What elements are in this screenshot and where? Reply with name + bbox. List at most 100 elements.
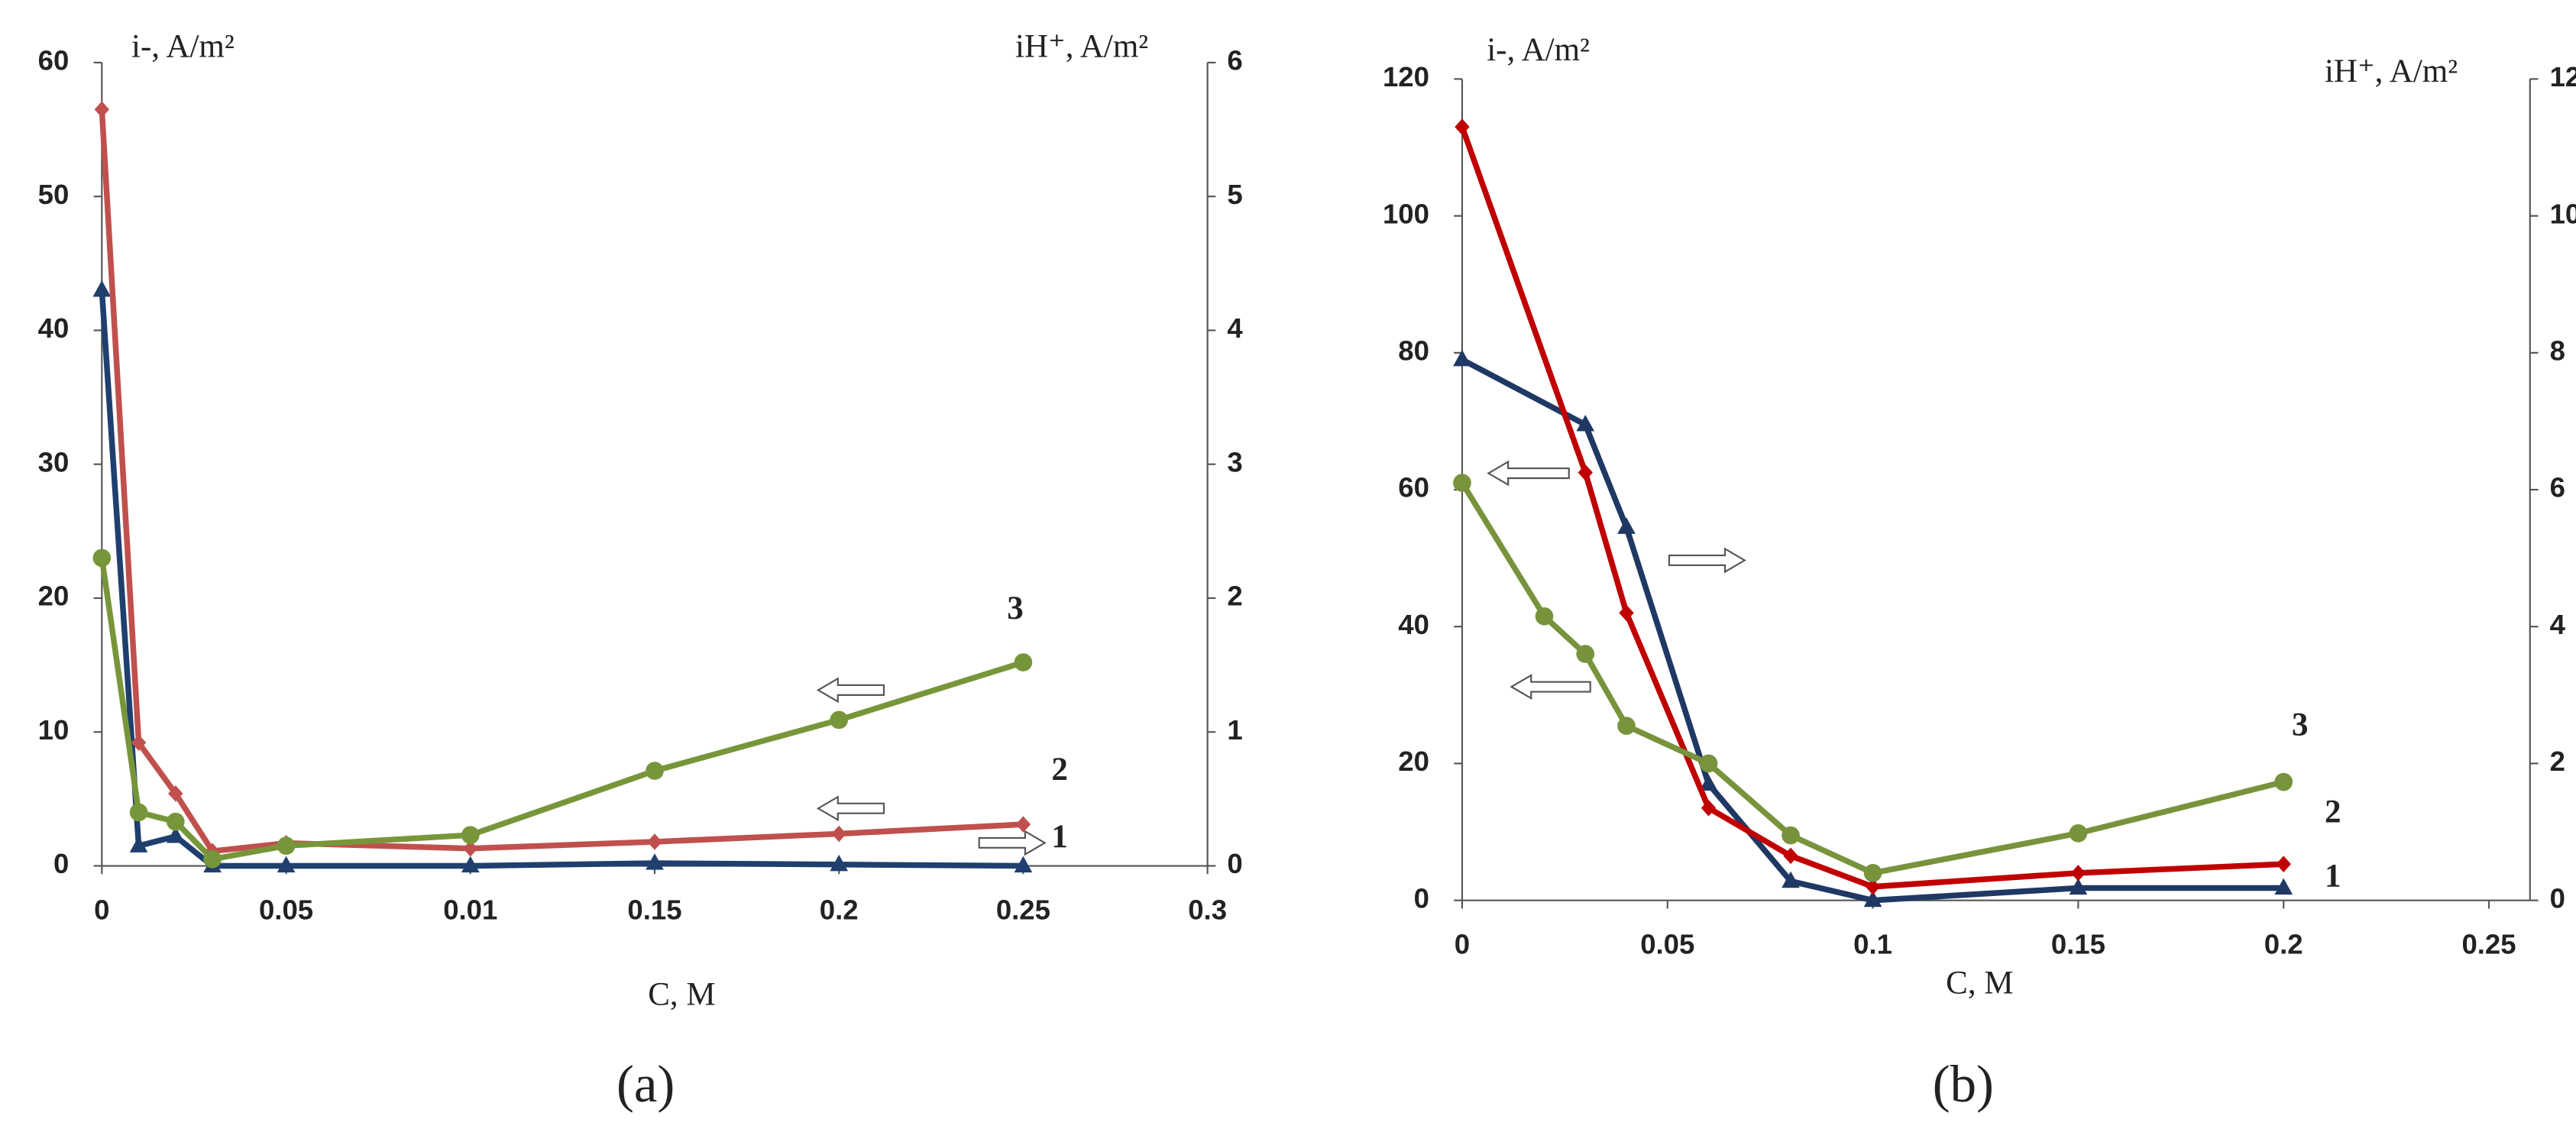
y-tick-label: 20	[38, 581, 70, 612]
point	[2274, 772, 2293, 791]
series-label: 1	[2325, 859, 2341, 895]
panel-label: (a)	[616, 1055, 675, 1113]
point	[1014, 653, 1033, 671]
x-tick-label: 0.15	[627, 894, 681, 925]
point	[1617, 517, 1636, 534]
y-tick-label: 60	[1398, 472, 1429, 503]
y2-tick-label: 3	[1227, 446, 1242, 477]
x-axis-title: C, M	[1946, 965, 2013, 1001]
point	[1455, 118, 1470, 135]
point	[2069, 878, 2088, 895]
series-line	[99, 290, 1024, 869]
y-tick-label: 10	[38, 714, 70, 746]
x-tick-label: 0.05	[1640, 929, 1694, 960]
arrow-right	[1668, 547, 1746, 574]
y2-tick-label: 8	[2550, 335, 2565, 366]
point	[830, 710, 849, 730]
point	[463, 840, 478, 857]
y2-tick-label: 4	[1227, 312, 1243, 344]
y-tick-label: 120	[1383, 61, 1429, 92]
arrow-right	[978, 830, 1047, 856]
y-tick-label: 40	[1398, 609, 1429, 640]
y-tick-label: 20	[1398, 746, 1429, 777]
series-line	[1459, 125, 2284, 890]
y-tick-label: 100	[1383, 198, 1429, 229]
point	[1014, 856, 1033, 873]
point	[1453, 349, 1471, 367]
series-line	[99, 557, 1024, 862]
x-tick-label: 0	[1455, 929, 1470, 960]
y-tick-label: 0	[53, 848, 69, 879]
point	[1863, 864, 1882, 882]
arrow-left	[816, 795, 885, 822]
point	[2276, 856, 2291, 872]
x-tick-label: 0.2	[820, 894, 859, 925]
arrow-left	[1510, 674, 1591, 700]
point	[166, 827, 185, 843]
series-line	[1459, 481, 2285, 876]
y2-tick-label: 6	[1227, 45, 1242, 76]
y-tick-label: 50	[38, 179, 70, 210]
arrow-left	[816, 677, 885, 704]
x-tick-label: 0.1	[1853, 929, 1892, 960]
point	[129, 836, 148, 852]
point	[1578, 464, 1593, 481]
chart: 0 0.05 0.1 0.15 0.2 0.25 0 20 40 60 80 100 120 0 2 4 6 8 1…	[1383, 32, 2576, 1113]
y2-axis-title: iH⁺, A/m²	[1015, 29, 1148, 65]
point	[1699, 774, 1718, 791]
x-tick-label: 0.15	[2051, 929, 2105, 960]
point	[92, 548, 112, 568]
series-label: 2	[2325, 794, 2341, 830]
point	[831, 825, 846, 843]
point	[2069, 824, 2088, 843]
point	[92, 280, 112, 297]
y-tick-label: 0	[1414, 882, 1429, 914]
point	[277, 856, 296, 873]
point	[1576, 415, 1595, 432]
point	[1576, 645, 1595, 663]
y2-tick-label: 0	[2550, 882, 2565, 914]
x-tick-label: 0.25	[996, 894, 1050, 925]
arrows	[816, 460, 1746, 856]
y2-tick-label: 0	[1227, 848, 1242, 879]
point	[1617, 717, 1636, 736]
point	[166, 812, 185, 831]
point	[461, 826, 480, 845]
y-tick-label: 40	[38, 312, 70, 344]
y2-tick-label: 10	[2550, 198, 2576, 229]
x-tick-label: 0.05	[259, 894, 313, 925]
y2-tick-label: 5	[1227, 179, 1242, 210]
series-label: 1	[1051, 819, 1068, 855]
y-axis-title: i-, A/m²	[131, 29, 235, 65]
panel-label: (b)	[1933, 1055, 1994, 1113]
x-tick-label: 0.01	[443, 894, 497, 925]
point	[94, 101, 110, 118]
point	[1783, 847, 1798, 865]
point	[647, 833, 662, 850]
point	[1863, 890, 1882, 907]
point	[2274, 878, 2293, 895]
y-tick-label: 30	[38, 446, 70, 477]
x-tick-label: 0.2	[2264, 929, 2303, 960]
y2-tick-label: 1	[1227, 714, 1242, 746]
y-tick-label: 60	[38, 45, 70, 76]
point	[830, 854, 849, 872]
point	[1535, 607, 1554, 626]
y2-tick-label: 4	[2550, 609, 2566, 640]
y2-tick-label: 6	[2550, 472, 2565, 503]
point	[168, 785, 183, 802]
arrow-left	[1487, 460, 1570, 487]
point	[2070, 865, 2086, 882]
point	[129, 803, 148, 822]
point	[1619, 604, 1634, 622]
x-tick-label: 0.3	[1188, 894, 1227, 925]
point	[1699, 754, 1718, 773]
point	[277, 836, 296, 856]
point	[1453, 474, 1471, 492]
series-line	[1461, 357, 2284, 904]
point	[203, 849, 222, 869]
y-axis-title: i-, A/m²	[1487, 32, 1590, 68]
point	[131, 734, 147, 752]
point	[1782, 826, 1800, 845]
